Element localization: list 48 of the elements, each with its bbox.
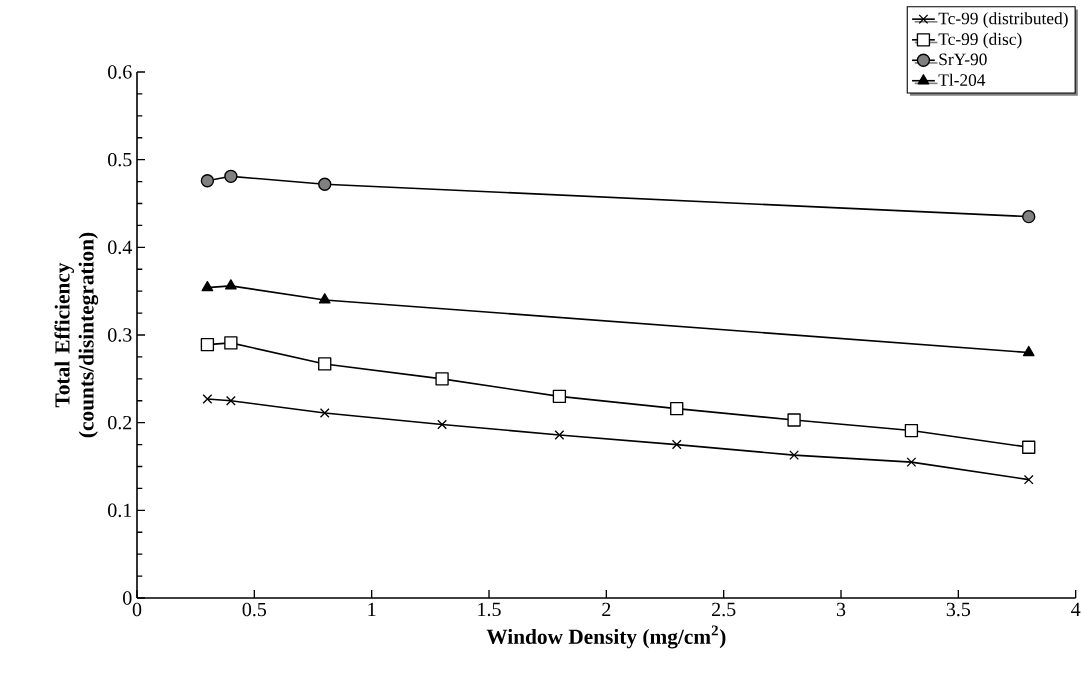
legend-label: SrY-90 bbox=[939, 53, 987, 66]
point bbox=[554, 430, 565, 440]
y-tick-label: 0.3 bbox=[108, 328, 132, 342]
point bbox=[670, 401, 684, 416]
point bbox=[224, 336, 238, 350]
y-tick-label: 0.2 bbox=[108, 415, 132, 430]
point bbox=[202, 394, 213, 404]
legend-label: Tl-204 bbox=[938, 73, 986, 86]
y-axis-title: Total Efficiency (counts/disintegration) bbox=[54, 232, 99, 438]
point bbox=[787, 413, 801, 427]
y-tick-label: 0.4 bbox=[108, 240, 132, 255]
y-tick-label: 0 bbox=[123, 591, 132, 605]
point bbox=[904, 423, 919, 438]
x-tick-label: 4 bbox=[1071, 602, 1081, 616]
point bbox=[1022, 440, 1036, 454]
point bbox=[318, 357, 332, 371]
point bbox=[1022, 209, 1036, 224]
point bbox=[437, 419, 447, 430]
x-tick-label: 3 bbox=[836, 602, 846, 617]
legend-label: Tc-99 (disc) bbox=[938, 32, 1022, 49]
x-tick-label: 1.5 bbox=[478, 602, 501, 617]
x-axis-title: Window Density (mg/cm$^{2}$) bbox=[486, 625, 726, 649]
y-tick-label: 0.5 bbox=[108, 152, 132, 167]
point bbox=[1022, 345, 1035, 357]
point bbox=[200, 174, 215, 188]
point bbox=[224, 169, 238, 183]
y-tick-label: 0.1 bbox=[108, 503, 132, 518]
point bbox=[435, 372, 449, 386]
legend-label: Tc-99 (distributed) bbox=[938, 12, 1068, 28]
x-tick-label: 2.5 bbox=[712, 602, 736, 617]
x-tick-label: 1 bbox=[368, 602, 376, 616]
point bbox=[671, 439, 682, 450]
point bbox=[1023, 474, 1034, 485]
x-tick-label: 3.5 bbox=[946, 602, 971, 617]
point bbox=[789, 450, 799, 461]
point bbox=[225, 395, 236, 406]
point bbox=[319, 408, 330, 418]
x-tick-label: 2 bbox=[602, 602, 611, 616]
point bbox=[200, 337, 215, 352]
x-tick-label: 0.5 bbox=[242, 602, 267, 617]
point bbox=[225, 279, 237, 290]
y-tick-label: 0.6 bbox=[108, 65, 132, 79]
x-tick-label: 0 bbox=[132, 602, 142, 617]
point bbox=[318, 293, 331, 304]
point bbox=[552, 389, 567, 404]
point bbox=[201, 281, 214, 292]
point bbox=[318, 177, 332, 191]
point bbox=[906, 457, 917, 468]
